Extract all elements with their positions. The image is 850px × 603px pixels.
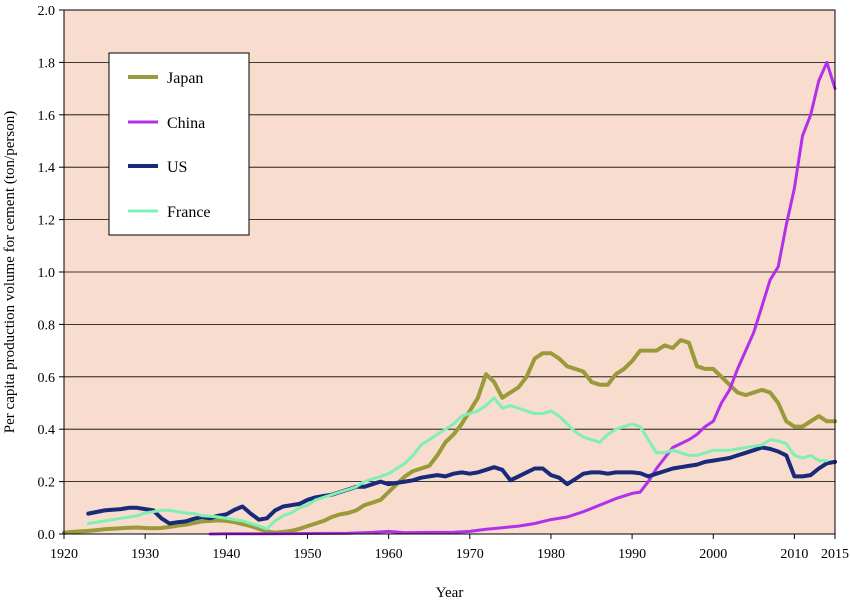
- y-axis-title: Per capita production volume for cement …: [2, 111, 18, 433]
- y-tick-label: 0.4: [38, 423, 56, 438]
- x-tick-label: 2000: [699, 547, 727, 562]
- legend-box: [108, 52, 250, 236]
- y-tick-label: 1.6: [38, 109, 56, 124]
- y-axis-ticks: 0.0 0.2 0.4 0.6 0.8 1.0 1.2 1.4 1.6 1.8 2.0: [38, 4, 64, 543]
- y-tick-label: 1.0: [38, 266, 56, 281]
- legend: Japan China US France: [108, 52, 250, 236]
- y-tick-label: 2.0: [38, 4, 56, 19]
- x-tick-label: 2015: [821, 547, 849, 562]
- y-tick-label: 0.2: [38, 476, 56, 491]
- x-tick-label: 1920: [50, 547, 78, 562]
- y-tick-label: 1.8: [38, 56, 56, 71]
- y-tick-label: 0.0: [38, 528, 56, 543]
- x-tick-label: 1970: [456, 547, 484, 562]
- x-axis-ticks: 1920 1930 1940 1950 1960 1970 1980 1990 2000 2010…: [50, 534, 849, 562]
- series-lines: [62, 60, 837, 536]
- x-tick-label: 1960: [375, 547, 403, 562]
- y-tick-label: 0.8: [38, 318, 56, 333]
- y-tick-label: 1.4: [38, 161, 56, 176]
- series-line-france: [86, 396, 829, 531]
- x-tick-label: 1980: [537, 547, 565, 562]
- y-tick-label: 1.2: [38, 214, 56, 229]
- x-tick-label: 1950: [293, 547, 321, 562]
- legend-label-china: China: [167, 115, 205, 132]
- legend-label-us: US: [167, 159, 187, 176]
- y-tick-label: 0.6: [38, 371, 56, 386]
- x-axis-title: Year: [436, 585, 464, 601]
- x-tick-label: 1930: [131, 547, 159, 562]
- series-line-japan: [62, 338, 837, 535]
- legend-label-japan: Japan: [167, 70, 203, 87]
- legend-label-france: France: [167, 204, 211, 221]
- x-tick-label: 2010: [780, 547, 808, 562]
- series-line-us: [86, 445, 837, 526]
- x-tick-label: 1990: [618, 547, 646, 562]
- x-tick-label: 1940: [212, 547, 240, 562]
